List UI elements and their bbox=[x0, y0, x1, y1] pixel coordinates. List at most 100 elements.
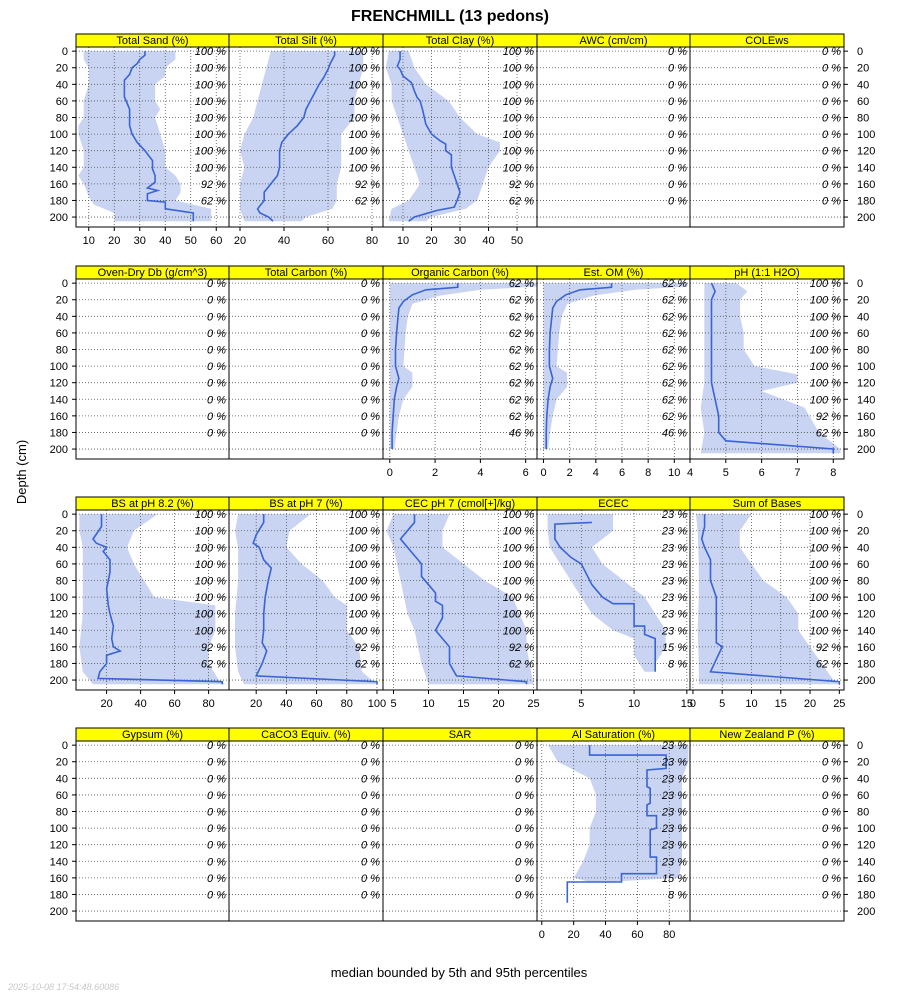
data-coverage-label: 100 % bbox=[503, 625, 534, 637]
data-coverage-label: 100 % bbox=[503, 526, 534, 538]
data-coverage-label: 62 % bbox=[662, 411, 687, 423]
panel: BS at pH 8.2 (%)100 %100 %100 %100 %100 … bbox=[75, 496, 230, 710]
y-tick-label: 80 bbox=[857, 576, 869, 588]
y-tick-label: 40 bbox=[857, 542, 869, 554]
y-tick-label: 160 bbox=[857, 873, 875, 885]
data-coverage-label: 100 % bbox=[349, 96, 380, 108]
data-coverage-label: 100 % bbox=[503, 592, 534, 604]
data-coverage-label: 0 % bbox=[515, 889, 534, 901]
y-tick-label: 200 bbox=[50, 675, 68, 687]
percentile-band bbox=[386, 514, 534, 685]
y-tick-label: 0 bbox=[62, 46, 68, 58]
depth-axis: 0 0 20 20 40 40 60 60 80 80 100 100 120 120 140 140 160 1… bbox=[50, 509, 876, 687]
x-tick-label: 20 bbox=[100, 698, 112, 710]
panel-grid-lines bbox=[229, 47, 383, 227]
percentile-band bbox=[700, 283, 841, 454]
median-line bbox=[396, 51, 461, 222]
data-coverage-label: 100 % bbox=[810, 609, 841, 621]
x-axis-ticks: 4 5 6 7 8 bbox=[687, 459, 836, 479]
data-coverage-label: 15 % bbox=[662, 873, 687, 885]
panel-strip-label: Oven-Dry Db (g/cm^3) bbox=[98, 267, 208, 279]
data-coverage-label: 0 % bbox=[207, 807, 226, 819]
x-tick-label: 20 bbox=[108, 235, 120, 247]
panel-row: Oven-Dry Db (g/cm^3)0 %0 %0 %0 %0 %0 %0 … bbox=[50, 265, 875, 479]
data-coverage-label: 92 % bbox=[509, 179, 534, 191]
data-coverage-label: 100 % bbox=[349, 592, 380, 604]
y-tick-label: 40 bbox=[56, 542, 68, 554]
x-tick-label: 5 bbox=[723, 467, 729, 479]
x-tick-label: 60 bbox=[168, 698, 180, 710]
data-coverage-label: 62 % bbox=[509, 658, 534, 670]
data-coverage-label: 23 % bbox=[661, 790, 687, 802]
data-coverage-label: 0 % bbox=[668, 79, 687, 91]
y-tick-label: 100 bbox=[50, 129, 68, 141]
panel-row: BS at pH 8.2 (%)100 %100 %100 %100 %100 … bbox=[50, 496, 876, 710]
data-coverage-label: 0 % bbox=[361, 295, 380, 307]
y-tick-label: 20 bbox=[56, 757, 68, 769]
x-tick-label: 6 bbox=[619, 467, 625, 479]
data-coverage-label: 100 % bbox=[195, 129, 226, 141]
data-coverage-label: 0 % bbox=[207, 345, 226, 357]
data-coverage-label: 0 % bbox=[822, 96, 841, 108]
x-tick-label: 6 bbox=[523, 467, 529, 479]
panel-strip-label: CaCO3 Equiv. (%) bbox=[261, 729, 351, 741]
x-tick-label: 2 bbox=[567, 467, 573, 479]
x-axis-ticks: 0 5 10 15 20 25 bbox=[690, 690, 845, 710]
median-line bbox=[399, 514, 528, 685]
y-tick-label: 0 bbox=[62, 509, 68, 521]
data-coverage-label: 100 % bbox=[503, 509, 534, 521]
data-coverage-label: 0 % bbox=[822, 63, 841, 75]
panel-grid-lines bbox=[537, 741, 690, 921]
data-coverage-label: 100 % bbox=[810, 625, 841, 637]
panel-strip-label: BS at pH 7 (%) bbox=[269, 498, 342, 510]
panel: Organic Carbon (%)62 %62 %62 %62 %62 %62… bbox=[382, 265, 538, 479]
data-coverage-label: 62 % bbox=[509, 378, 534, 390]
panel-strip-label: Total Carbon (%) bbox=[265, 267, 348, 279]
y-tick-label: 0 bbox=[857, 46, 863, 58]
x-tick-label: 15 bbox=[681, 698, 693, 710]
data-coverage-label: 100 % bbox=[810, 345, 841, 357]
y-tick-label: 100 bbox=[50, 592, 68, 604]
median-line bbox=[554, 521, 657, 672]
y-tick-label: 20 bbox=[56, 63, 68, 75]
y-tick-label: 60 bbox=[857, 790, 869, 802]
median-line bbox=[391, 283, 459, 449]
y-tick-label: 160 bbox=[857, 411, 875, 423]
y-tick-label: 80 bbox=[857, 113, 869, 125]
data-coverage-label: 0 % bbox=[361, 378, 380, 390]
panel-frame bbox=[689, 509, 845, 691]
data-coverage-label: 23 % bbox=[661, 576, 687, 588]
data-coverage-label: 92 % bbox=[509, 642, 534, 654]
data-coverage-label: 0 % bbox=[361, 889, 380, 901]
percentile-band bbox=[548, 745, 689, 882]
data-coverage-label: 100 % bbox=[195, 113, 226, 125]
x-tick-label: 10 bbox=[668, 467, 680, 479]
data-coverage-label: 0 % bbox=[822, 46, 841, 58]
data-coverage-label: 23 % bbox=[661, 542, 687, 554]
data-coverage-label: 100 % bbox=[810, 295, 841, 307]
panel-grid-lines bbox=[690, 50, 844, 218]
x-tick-label: 80 bbox=[341, 698, 353, 710]
x-tick-label: 10 bbox=[745, 698, 757, 710]
data-coverage-label: 0 % bbox=[668, 63, 687, 75]
data-coverage-label: 0 % bbox=[361, 823, 380, 835]
data-coverage-label: 100 % bbox=[349, 46, 380, 58]
panel: ECEC 23 % 23 % 23 % 23 % 23 % 23 % 23 % 23 % 15 %… bbox=[536, 496, 693, 710]
data-coverage-label: 100 % bbox=[349, 113, 380, 125]
data-coverage-label: 0 % bbox=[361, 856, 380, 868]
data-coverage-label: 0 % bbox=[822, 840, 841, 852]
y-tick-label: 180 bbox=[857, 889, 875, 901]
data-coverage-label: 0 % bbox=[207, 278, 226, 290]
x-tick-label: 4 bbox=[593, 467, 599, 479]
y-tick-label: 60 bbox=[56, 559, 68, 571]
panel-grid-lines bbox=[76, 47, 229, 227]
data-coverage-label: 100 % bbox=[810, 559, 841, 571]
panel: Total Sand (%) 100 % 100 % 100 % 100 % 100 % 1… bbox=[75, 33, 230, 247]
y-axis-label: Depth (cm) bbox=[14, 440, 29, 504]
data-coverage-label: 0 % bbox=[822, 740, 841, 752]
data-coverage-label: 0 % bbox=[515, 740, 534, 752]
data-coverage-label: 62 % bbox=[662, 345, 687, 357]
y-tick-label: 40 bbox=[56, 773, 68, 785]
data-coverage-label: 0 % bbox=[822, 807, 841, 819]
data-coverage-label: 0 % bbox=[515, 757, 534, 769]
